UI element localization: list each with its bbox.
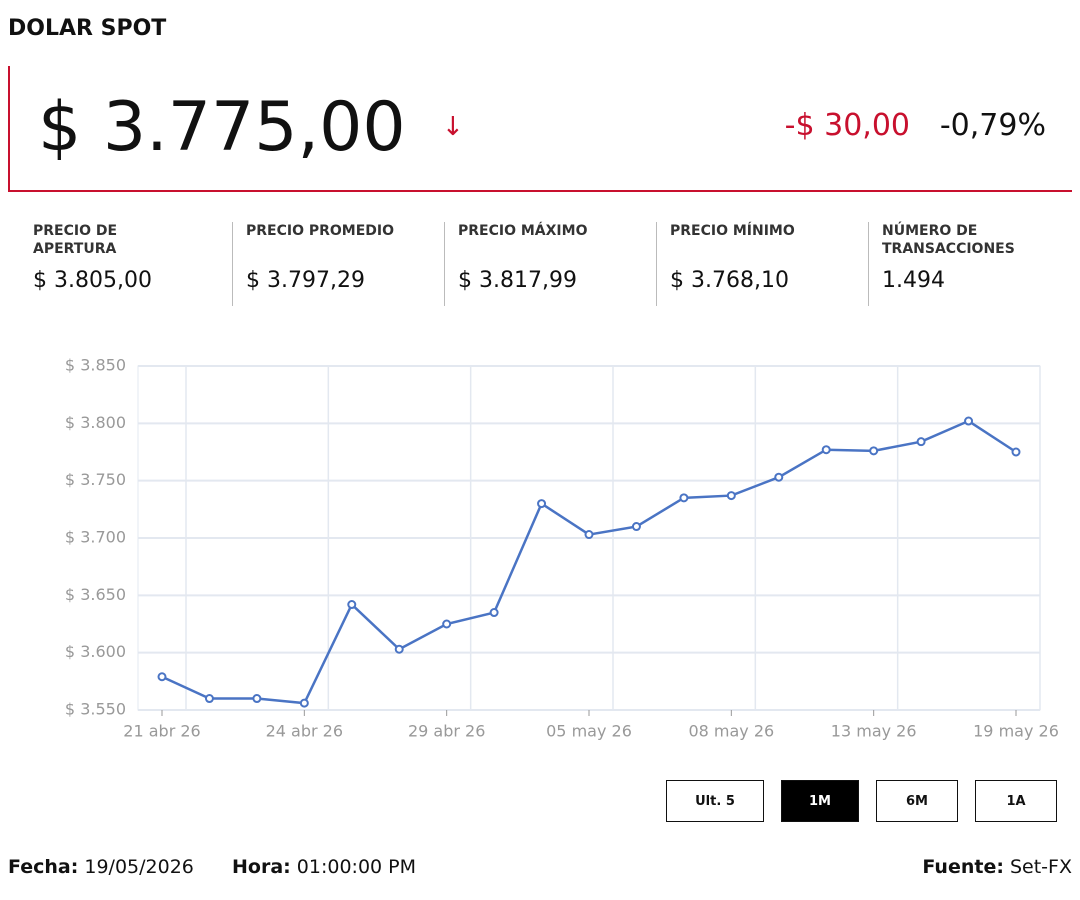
x-tick-label: 08 may 26 bbox=[688, 722, 774, 741]
stat-value: $ 3.797,29 bbox=[246, 268, 365, 293]
range-button[interactable]: Ult. 5 bbox=[666, 780, 764, 822]
stat: PRECIO MÍNIMO $ 3.768,10 bbox=[656, 222, 868, 306]
stat-label: PRECIO DE APERTURA bbox=[33, 223, 118, 257]
change-pct: -0,79% bbox=[939, 108, 1046, 143]
range-button[interactable]: 6M bbox=[876, 780, 958, 822]
point bbox=[726, 491, 736, 501]
point bbox=[869, 446, 879, 456]
stats: PRECIO DE APERTURA $ 3.805,00 PRECIO PROME… bbox=[20, 222, 1080, 306]
point bbox=[489, 608, 499, 618]
stat: NÚMERO DE TRANSACCIONES 1.494 bbox=[868, 222, 1080, 306]
price-line bbox=[161, 419, 1017, 705]
point bbox=[252, 694, 262, 704]
stat: PRECIO DE APERTURA $ 3.805,00 bbox=[20, 222, 232, 306]
x-tick-label: 29 abr 26 bbox=[408, 722, 485, 741]
x-tick-label: 13 may 26 bbox=[831, 722, 917, 741]
stat-label: PRECIO PROMEDIO bbox=[246, 223, 395, 239]
title: DOLAR SPOT bbox=[8, 16, 167, 41]
time: Hora: 01:00:00 PM bbox=[232, 856, 416, 878]
x-tick-label: 05 may 26 bbox=[546, 722, 632, 741]
quote-box: $ 3.775,00 ↓ -$ 30,00 -0,79% bbox=[8, 66, 1072, 192]
stat-label: NÚMERO DE TRANSACCIONES bbox=[882, 223, 1015, 257]
stat: PRECIO PROMEDIO $ 3.797,29 bbox=[232, 222, 444, 306]
stat-label: PRECIO MÍNIMO bbox=[670, 223, 795, 239]
date: Fecha: 19/05/2026 bbox=[8, 856, 194, 878]
stat-value: 1.494 bbox=[882, 268, 945, 293]
x-tick-label: 24 abr 26 bbox=[266, 722, 343, 741]
range-button[interactable]: 1M bbox=[781, 780, 859, 822]
point bbox=[204, 694, 214, 704]
chart: $ 3.550 $ 3.600 $ 3.650 $ 3.700 $ 3.750 $ 3.8… bbox=[65, 356, 1059, 741]
time-label: Hora: bbox=[232, 856, 291, 878]
price: $ 3.775,00 bbox=[38, 88, 406, 167]
point bbox=[537, 499, 547, 509]
point bbox=[299, 698, 309, 708]
y-tick-label: $ 3.600 bbox=[65, 642, 126, 661]
range-buttons: Ult. 5 1M 6M 1A bbox=[666, 780, 1057, 822]
point bbox=[631, 522, 641, 532]
y-tick-label: $ 3.800 bbox=[65, 413, 126, 432]
stat: PRECIO MÁXIMO $ 3.817,99 bbox=[444, 222, 656, 306]
x-tick-label: 21 abr 26 bbox=[123, 722, 200, 741]
point bbox=[1011, 447, 1021, 457]
x-tick-label: 19 may 26 bbox=[973, 722, 1059, 741]
stat-value: $ 3.805,00 bbox=[33, 268, 152, 293]
point bbox=[157, 672, 167, 682]
range-button[interactable]: 1A bbox=[975, 780, 1057, 822]
time-value: 01:00:00 PM bbox=[296, 856, 417, 878]
source: Fuente: Set-FX bbox=[922, 856, 1072, 878]
point bbox=[916, 437, 926, 447]
point bbox=[964, 416, 974, 426]
stat-value: $ 3.768,10 bbox=[670, 268, 789, 293]
arrow: ↓ bbox=[442, 112, 464, 142]
y-tick-label: $ 3.850 bbox=[65, 356, 126, 375]
date-value: 19/05/2026 bbox=[84, 856, 194, 878]
point bbox=[821, 445, 831, 455]
source-label: Fuente: bbox=[922, 856, 1004, 878]
point bbox=[394, 644, 404, 654]
point bbox=[584, 530, 594, 540]
point bbox=[347, 600, 357, 610]
point bbox=[679, 493, 689, 503]
change: -$ 30,00 bbox=[784, 108, 910, 143]
y-tick-label: $ 3.700 bbox=[65, 528, 126, 547]
stat-label: PRECIO MÁXIMO bbox=[458, 223, 588, 239]
date-label: Fecha: bbox=[8, 856, 79, 878]
y-tick-label: $ 3.750 bbox=[65, 470, 126, 489]
y-tick-label: $ 3.550 bbox=[65, 700, 126, 719]
point bbox=[442, 619, 452, 629]
stat-value: $ 3.817,99 bbox=[458, 268, 577, 293]
source-value: Set-FX bbox=[1009, 856, 1072, 878]
y-tick-label: $ 3.650 bbox=[65, 585, 126, 604]
point bbox=[774, 472, 784, 482]
